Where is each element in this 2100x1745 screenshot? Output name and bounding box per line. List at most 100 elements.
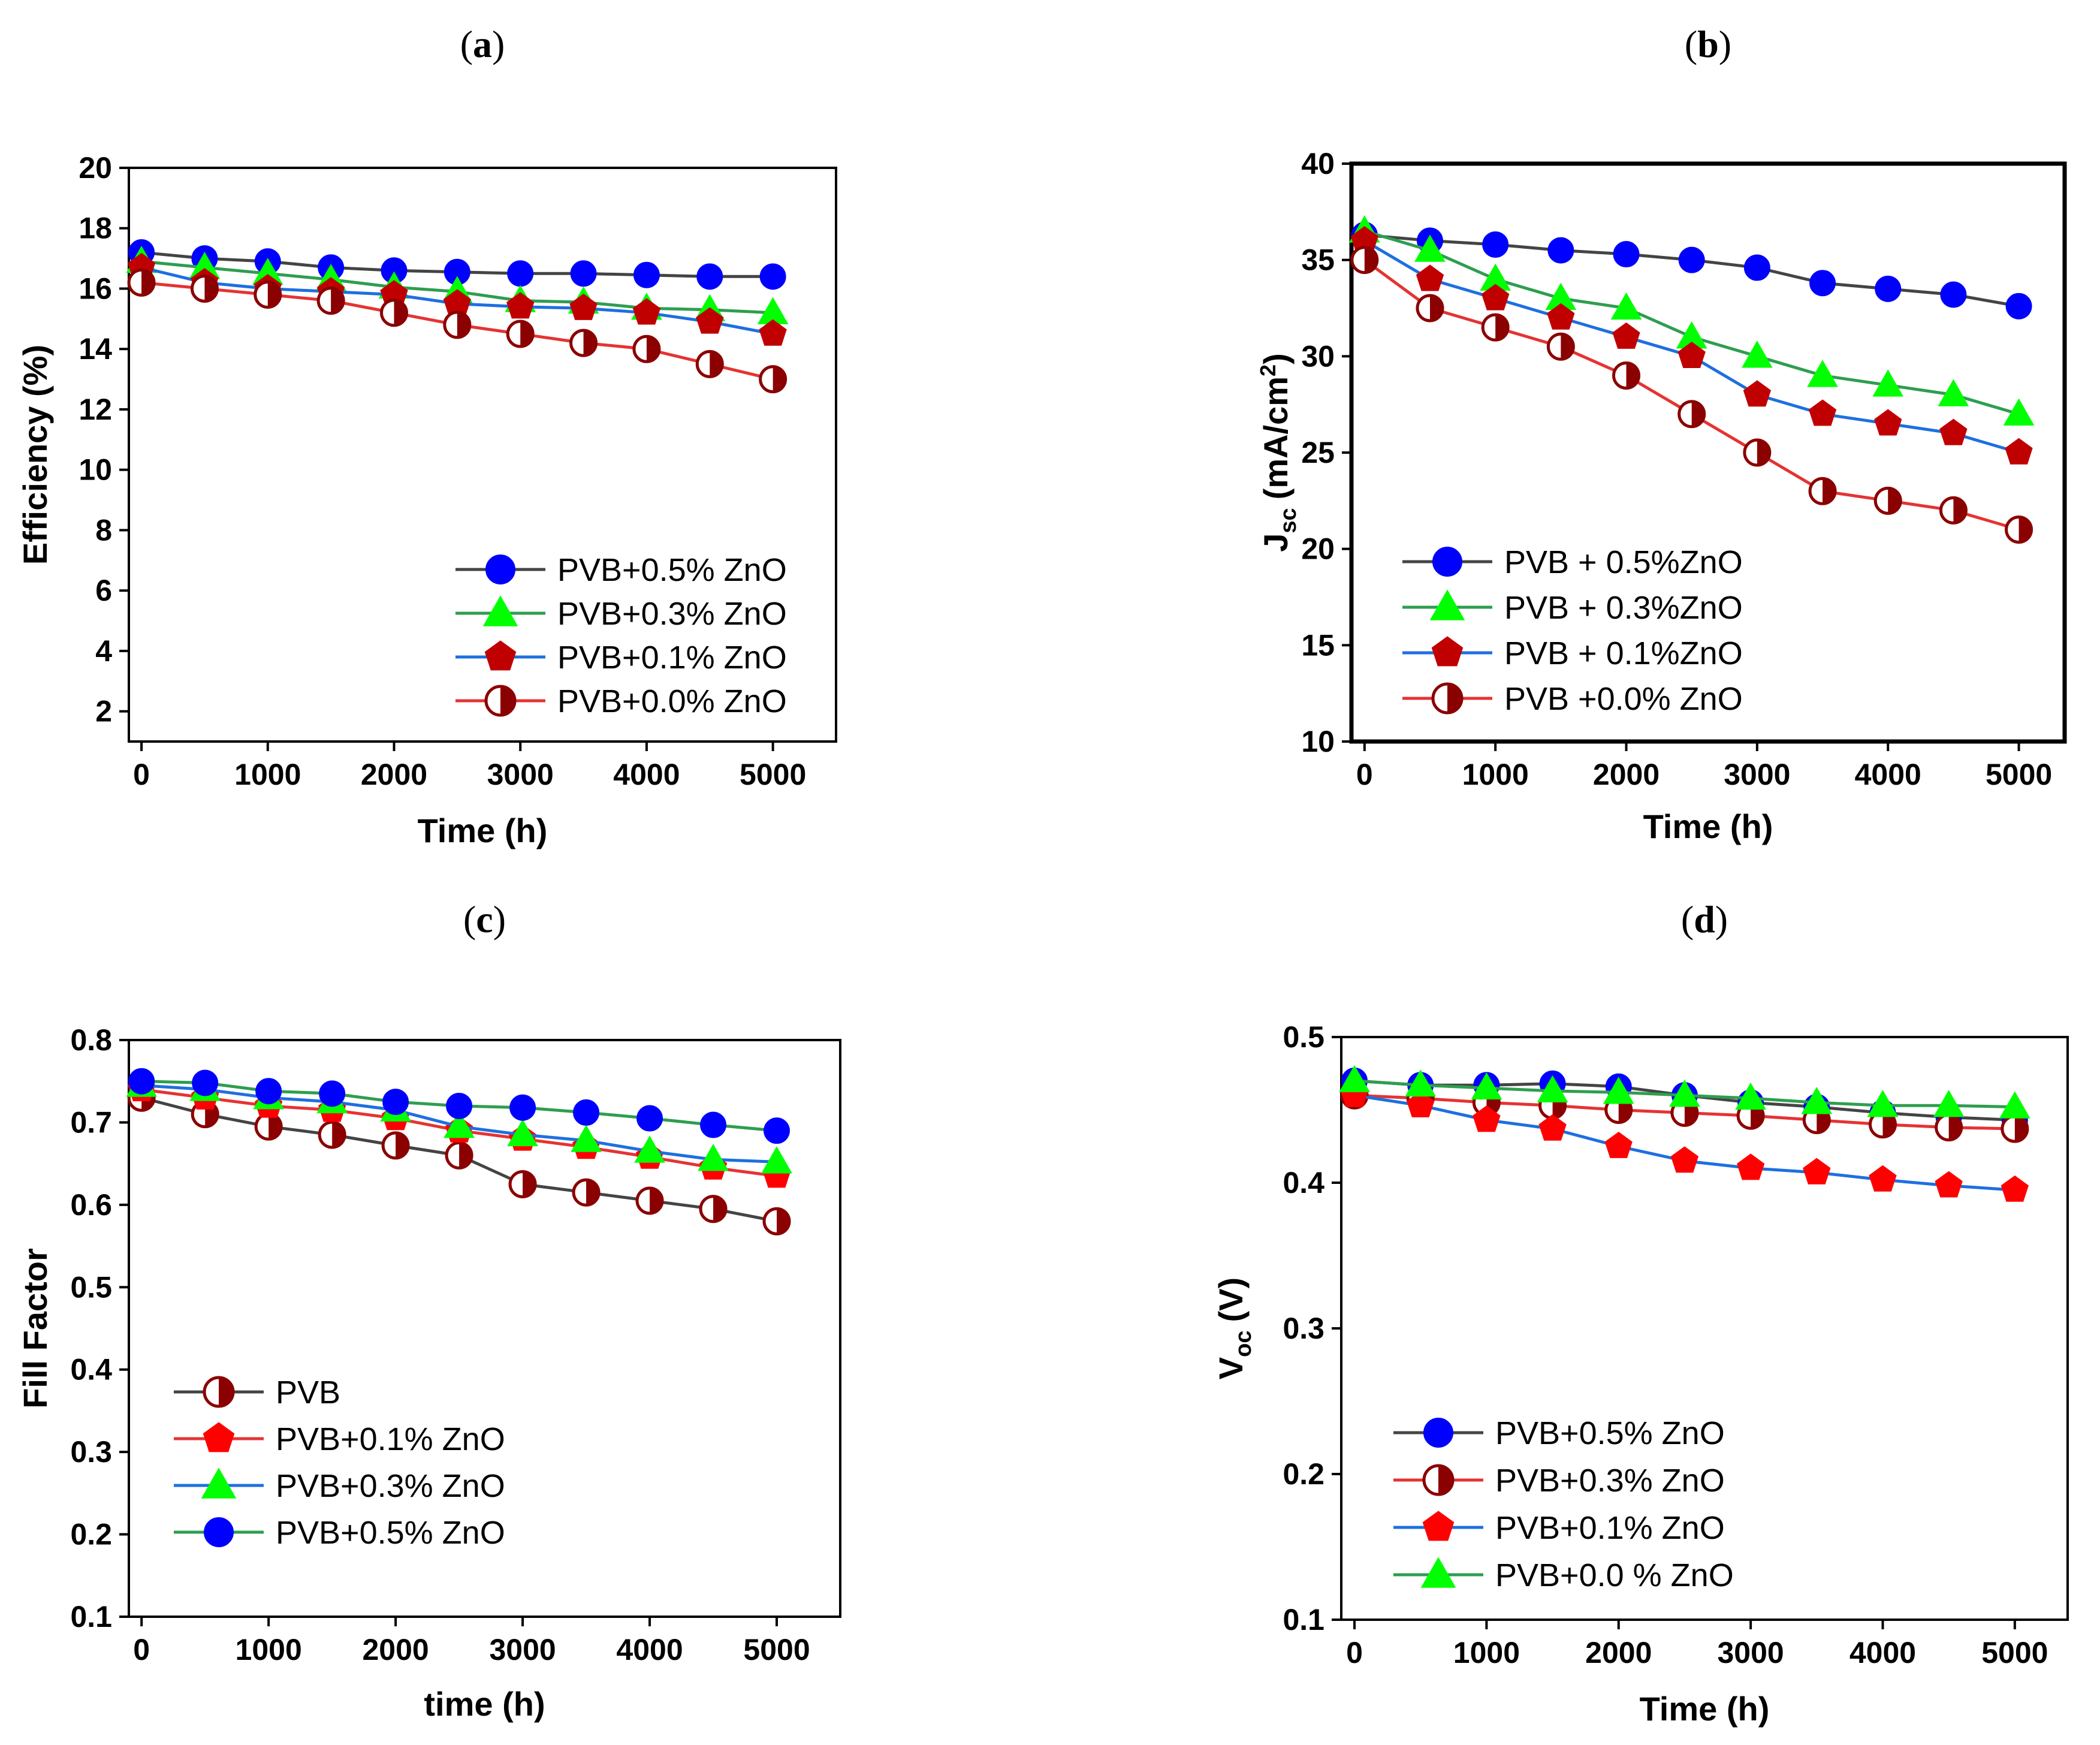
legend-label: PVB + 0.5%ZnO (1504, 544, 1743, 580)
data-point (1339, 1065, 1370, 1093)
legend-entry-1: PVB + 0.3%ZnO (1402, 589, 1743, 626)
legend-marker (484, 685, 517, 717)
legend-entry-1: PVB+0.1% ZnO (174, 1421, 505, 1457)
data-point (636, 1105, 663, 1132)
x-tick-label: 1000 (1453, 1636, 1520, 1669)
data-point (381, 1131, 410, 1160)
data-point (634, 1135, 665, 1163)
x-axis-title: Time (h) (418, 812, 548, 849)
legend-marker (1431, 636, 1464, 667)
data-point (445, 1141, 473, 1170)
y-tick-label: 14 (79, 332, 112, 366)
data-point (1939, 496, 1968, 525)
legend-label: PVB+0.5% ZnO (1495, 1415, 1725, 1451)
panel-label-d: (d) (1681, 898, 1728, 941)
data-point (1669, 1080, 1700, 1107)
y-tick-label: 4 (95, 634, 112, 668)
data-point (1405, 1069, 1437, 1097)
y-tick-label: 25 (1301, 436, 1335, 469)
data-point (254, 281, 282, 309)
y-tick-label: 0.8 (70, 1023, 112, 1057)
legend-marker (1420, 1557, 1456, 1588)
legend-entry-2: PVB+0.1% ZnO (455, 640, 787, 676)
x-tick-label: 1000 (234, 758, 301, 791)
data-point (192, 1069, 219, 1096)
x-tick-label: 5000 (740, 758, 806, 791)
legend-label: PVB+0.5% ZnO (276, 1515, 505, 1551)
data-point (1803, 1158, 1831, 1185)
x-tick-label: 2000 (363, 1633, 429, 1666)
data-point (255, 1078, 282, 1105)
legend-marker (484, 640, 517, 671)
y-tick-label: 0.6 (70, 1188, 112, 1222)
data-point (1416, 294, 1444, 323)
y-axis-title: Voc(V) (1212, 1277, 1256, 1379)
data-point (318, 1120, 346, 1149)
legend-label: PVB + 0.3%ZnO (1504, 590, 1743, 626)
data-point (1935, 1171, 1963, 1198)
data-point (569, 328, 598, 357)
data-point (1872, 369, 1904, 397)
x-tick-label: 5000 (1981, 1636, 2048, 1669)
legend-marker (1431, 682, 1464, 715)
data-point (127, 268, 156, 297)
data-point (1482, 231, 1509, 258)
data-point (1999, 1091, 2030, 1119)
data-point (696, 263, 723, 290)
data-point (1670, 1146, 1699, 1173)
data-point (764, 1117, 790, 1144)
data-point (1742, 340, 1773, 368)
y-tick-label: 8 (95, 513, 112, 547)
y-tick-label: 20 (79, 151, 112, 185)
y-tick-label: 0.4 (70, 1353, 112, 1387)
legend-entry-0: PVB + 0.5%ZnO (1402, 544, 1743, 580)
data-point (572, 1178, 601, 1207)
data-point (1612, 322, 1640, 349)
data-point (1743, 380, 1772, 407)
data-point (2005, 516, 2033, 544)
data-point (380, 299, 408, 327)
data-point (1940, 281, 1967, 308)
data-point (1873, 486, 1902, 515)
series-0 (1351, 221, 2032, 320)
data-point (1537, 1075, 1568, 1103)
legend-entry-0: PVB+0.5% ZnO (455, 552, 787, 588)
data-point (762, 1207, 791, 1235)
y-tick-label: 10 (79, 453, 112, 487)
data-point (759, 263, 786, 290)
data-point (1604, 1131, 1633, 1158)
legend-label: PVB+0.1% ZnO (276, 1421, 505, 1457)
data-point (2005, 293, 2032, 320)
data-point (128, 1068, 155, 1095)
x-tick-label: 3000 (1724, 758, 1790, 791)
data-point (700, 1111, 727, 1138)
legend-label: PVB +0.0% ZnO (1504, 681, 1743, 717)
legend-marker (1432, 547, 1462, 577)
y-tick-label: 12 (79, 393, 112, 426)
data-point (695, 349, 724, 378)
y-tick-label: 6 (95, 574, 112, 607)
x-tick-label: 4000 (1849, 1636, 1916, 1669)
data-point (190, 274, 219, 303)
data-point (1613, 241, 1640, 268)
data-point (1414, 234, 1446, 262)
data-point (2001, 1114, 2029, 1143)
data-point (1874, 409, 1902, 436)
data-point (507, 260, 534, 287)
data-point (1801, 1087, 1833, 1114)
data-point (1471, 1072, 1502, 1100)
x-tick-label: 3000 (489, 1633, 556, 1666)
data-point (759, 319, 787, 346)
series-line (1363, 258, 2020, 531)
data-point (1416, 264, 1444, 291)
legend-entry-0: PVB+0.5% ZnO (1393, 1415, 1725, 1451)
data-point (632, 334, 661, 363)
y-tick-label: 0.4 (1283, 1166, 1324, 1200)
data-point (1938, 379, 1969, 406)
data-point (316, 287, 345, 315)
y-tick-label: 2 (95, 695, 112, 728)
series-3 (1350, 246, 2033, 544)
data-point (1610, 292, 1642, 320)
data-point (446, 1092, 473, 1119)
